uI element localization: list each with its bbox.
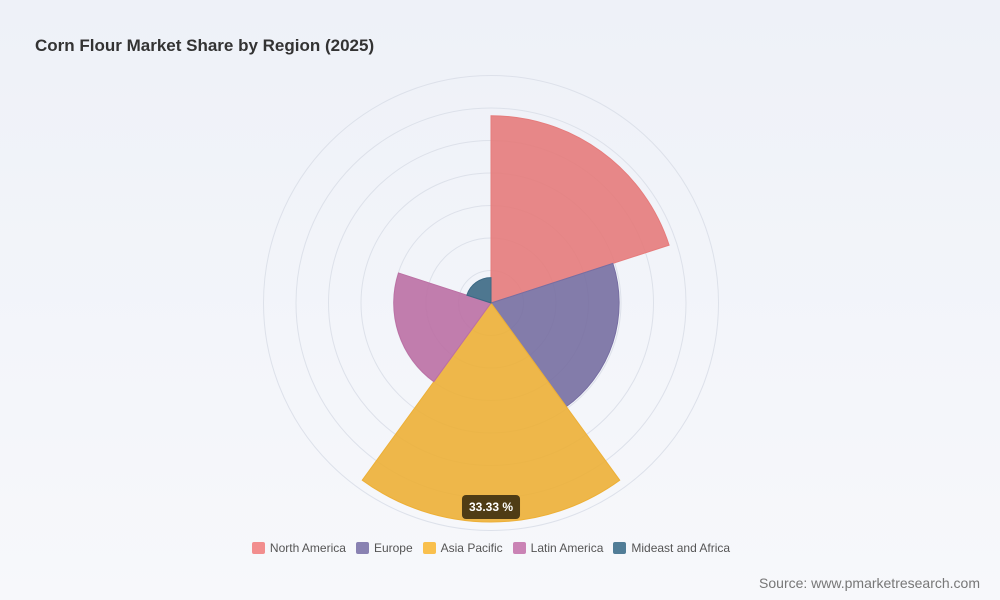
- value-label-text: 33.33 %: [469, 500, 513, 514]
- legend-swatch: [613, 542, 627, 554]
- value-label-bg: [461, 495, 521, 519]
- rose-sector: [490, 262, 620, 408]
- legend: North America Europe Asia Pacific Latin Ame…: [0, 541, 982, 555]
- legend-label: Mideast and Africa: [631, 541, 731, 555]
- legend-swatch: [512, 542, 526, 554]
- legend-item[interactable]: North America: [251, 541, 346, 555]
- legend-item[interactable]: Mideast and Africa: [613, 541, 730, 555]
- chart-title: Corn Flour Market Share by Region (2025): [35, 36, 375, 55]
- rose-sector: [466, 277, 492, 304]
- legend-swatch: [422, 542, 436, 554]
- legend-swatch: [251, 542, 265, 554]
- legend-label: Latin America: [530, 541, 604, 555]
- rose-sector: [490, 115, 670, 304]
- rose-sector: [393, 272, 492, 383]
- rose-sector: [361, 302, 621, 523]
- legend-item[interactable]: Asia Pacific: [422, 541, 503, 555]
- source: Source: www.pmarketresearch.com: [759, 575, 980, 591]
- legend-item[interactable]: Europe: [355, 541, 413, 555]
- value-label: 33.33 %: [461, 495, 521, 519]
- legend-item[interactable]: Latin America: [512, 541, 604, 555]
- legend-swatch: [355, 542, 369, 554]
- legend-label: Europe: [373, 541, 413, 555]
- legend-label: Asia Pacific: [440, 541, 503, 555]
- legend-label: North America: [269, 541, 346, 555]
